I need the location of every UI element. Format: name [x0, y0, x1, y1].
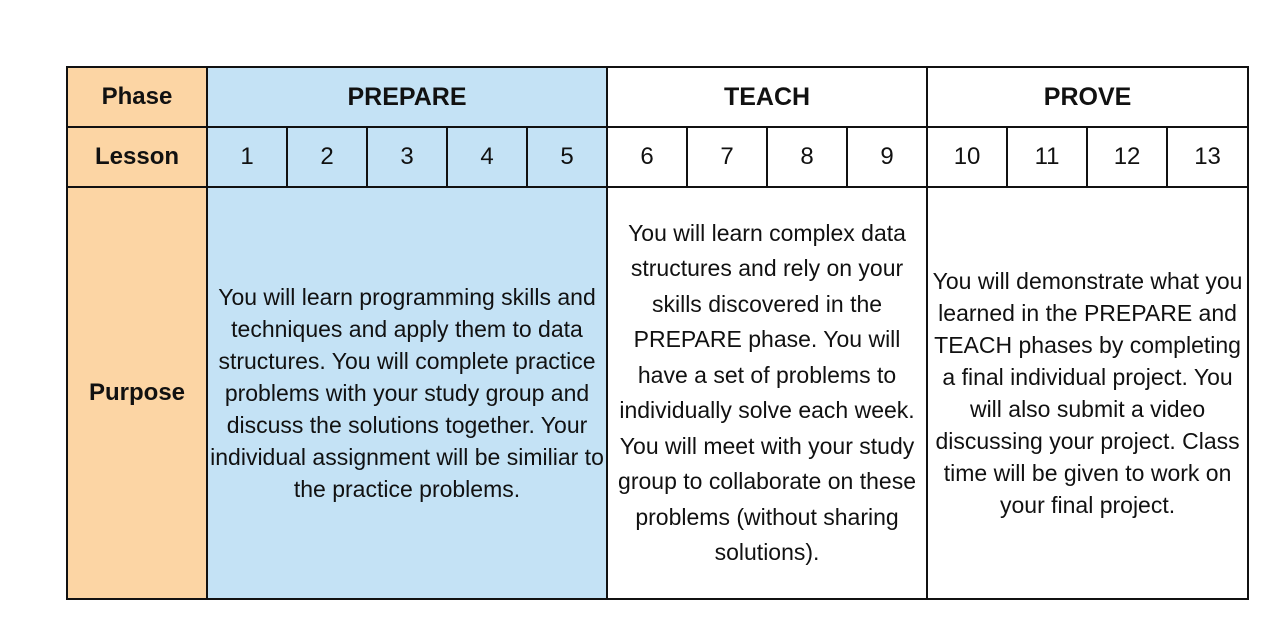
lesson-cell: 13: [1166, 126, 1250, 188]
lesson-cell: 5: [526, 126, 608, 188]
lesson-cell: 9: [845, 126, 929, 188]
lesson-cell: 7: [686, 126, 768, 188]
lesson-cell: 10: [926, 126, 1009, 188]
lesson-cell: 8: [766, 126, 848, 188]
purpose-prepare: You will learn programming skills and te…: [206, 186, 608, 600]
phase-row-label: Phase: [66, 66, 208, 128]
lesson-row-label: Lesson: [66, 126, 208, 188]
phase-prove: PROVE: [926, 66, 1250, 128]
purpose-row: Purpose You will learn programming skill…: [66, 186, 1250, 600]
purpose-row-label: Purpose: [66, 186, 208, 600]
lesson-cell: 1: [206, 126, 288, 188]
lesson-cell: 11: [1006, 126, 1089, 188]
lesson-cell: 12: [1086, 126, 1169, 188]
lesson-cell: 4: [446, 126, 528, 188]
phase-row: Phase PREPARE TEACH PROVE: [66, 66, 1250, 128]
phase-prepare: PREPARE: [206, 66, 608, 128]
lesson-cell: 6: [606, 126, 688, 188]
lesson-row: Lesson 1 2 3 4 5 6 7 8 9 10 11 12 13: [66, 126, 1250, 188]
purpose-teach: You will learn complex data structures a…: [605, 186, 929, 600]
phase-teach: TEACH: [605, 66, 929, 128]
phase-lesson-table: Phase PREPARE TEACH PROVE Lesson 1 2 3 4…: [66, 66, 1250, 600]
purpose-prove: You will demonstrate what you learned in…: [926, 186, 1250, 600]
lesson-cell: 3: [366, 126, 448, 188]
lesson-cell: 2: [286, 126, 368, 188]
